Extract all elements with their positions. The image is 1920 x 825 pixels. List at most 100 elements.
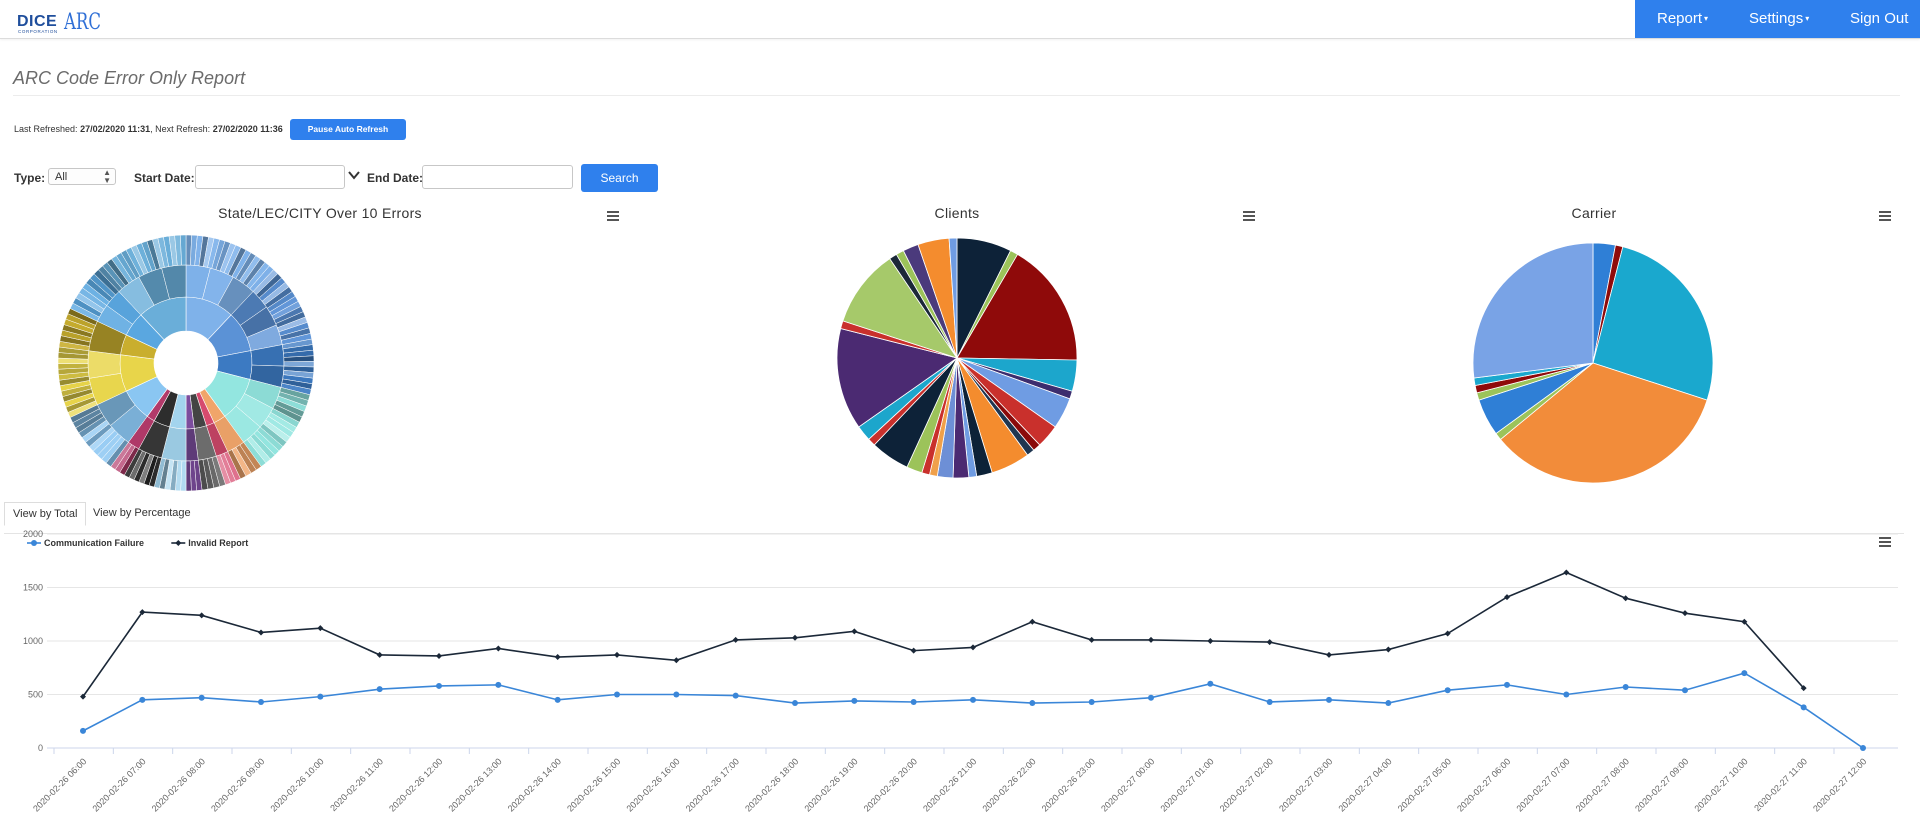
- data-point[interactable]: [851, 628, 858, 635]
- data-point[interactable]: [1800, 704, 1807, 711]
- data-point[interactable]: [554, 654, 561, 661]
- data-point[interactable]: [198, 694, 205, 701]
- data-point[interactable]: [614, 651, 620, 658]
- tab-view-by-percentage[interactable]: View by Percentage: [93, 507, 191, 519]
- chart-menu-icon[interactable]: [1879, 537, 1891, 547]
- start-date-input[interactable]: [195, 165, 345, 189]
- nav-settings-menu[interactable]: Settings ▾: [1749, 0, 1809, 38]
- pie-slice[interactable]: [836, 328, 958, 428]
- chevron-down-icon[interactable]: [348, 167, 360, 183]
- data-point[interactable]: [614, 691, 620, 698]
- data-point[interactable]: [910, 698, 917, 705]
- data-point[interactable]: [376, 651, 383, 658]
- data-point[interactable]: [910, 647, 917, 654]
- data-point[interactable]: [436, 652, 442, 659]
- data-point[interactable]: [1148, 694, 1154, 701]
- x-tick-label: 2020-02-27 04:00: [1336, 756, 1393, 813]
- refresh-status: Last Refreshed: 27/02/2020 11:31, Next R…: [14, 124, 283, 134]
- data-point[interactable]: [139, 609, 146, 616]
- data-point[interactable]: [1444, 687, 1451, 694]
- y-tick-label: 1000: [23, 636, 43, 646]
- data-point[interactable]: [1029, 618, 1036, 625]
- data-point[interactable]: [1088, 698, 1095, 705]
- data-point[interactable]: [792, 700, 798, 707]
- pie-slice[interactable]: [842, 258, 958, 359]
- data-point[interactable]: [792, 634, 798, 641]
- nav-report-menu[interactable]: Report ▾: [1657, 0, 1708, 38]
- data-point[interactable]: [1207, 638, 1214, 644]
- data-point[interactable]: [1741, 618, 1748, 625]
- data-point[interactable]: [1266, 698, 1273, 705]
- data-point[interactable]: [1444, 630, 1451, 637]
- data-point[interactable]: [80, 727, 86, 734]
- next-refresh-value: 27/02/2020 11:36: [212, 124, 283, 134]
- data-point[interactable]: [970, 696, 976, 703]
- nav-sign-out[interactable]: Sign Out: [1850, 0, 1908, 38]
- data-point[interactable]: [1326, 696, 1332, 703]
- x-tick-label: 2020-02-26 16:00: [624, 756, 681, 813]
- data-point[interactable]: [970, 644, 976, 651]
- data-point[interactable]: [80, 693, 86, 700]
- data-point[interactable]: [1088, 636, 1095, 643]
- data-point[interactable]: [1563, 691, 1570, 698]
- data-point[interactable]: [1504, 681, 1510, 688]
- pie-slice[interactable]: [948, 237, 958, 359]
- data-point[interactable]: [1385, 700, 1392, 707]
- data-point[interactable]: [317, 625, 324, 632]
- data-point[interactable]: [258, 629, 264, 636]
- chart-menu-icon[interactable]: [1879, 211, 1891, 221]
- data-point[interactable]: [1800, 685, 1807, 692]
- x-tick-label: 2020-02-27 10:00: [1692, 756, 1749, 813]
- page-title: ARC Code Error Only Report: [13, 68, 246, 88]
- data-point[interactable]: [376, 686, 383, 693]
- data-point[interactable]: [1682, 610, 1688, 617]
- data-point[interactable]: [732, 636, 739, 643]
- pie-slice[interactable]: [956, 253, 1078, 361]
- carrier-pie-chart: [1472, 242, 1714, 484]
- data-point[interactable]: [1029, 700, 1036, 707]
- pie-slice[interactable]: [1499, 362, 1708, 484]
- pie-slice[interactable]: [1592, 246, 1714, 401]
- type-select[interactable]: All ▲ ▼: [48, 168, 116, 185]
- data-point[interactable]: [1504, 594, 1510, 601]
- caret-down-icon: ▾: [1704, 14, 1709, 24]
- data-point[interactable]: [673, 691, 680, 698]
- data-point[interactable]: [258, 698, 264, 705]
- data-point[interactable]: [1563, 569, 1570, 576]
- x-tick-label: 2020-02-26 13:00: [446, 756, 503, 813]
- search-button[interactable]: Search: [581, 164, 658, 192]
- pause-auto-refresh-button[interactable]: Pause Auto Refresh: [290, 119, 406, 140]
- sunburst-segment[interactable]: [180, 234, 187, 266]
- chart-menu-icon[interactable]: [1243, 211, 1255, 221]
- tab-view-by-total[interactable]: View by Total: [4, 502, 87, 526]
- data-point[interactable]: [732, 692, 739, 699]
- data-point[interactable]: [851, 697, 858, 704]
- data-point[interactable]: [198, 612, 205, 619]
- data-point[interactable]: [1622, 684, 1629, 691]
- data-point[interactable]: [1148, 636, 1154, 643]
- x-tick-label: 2020-02-27 00:00: [1099, 756, 1156, 813]
- data-point[interactable]: [139, 696, 146, 703]
- legend-label[interactable]: Communication Failure: [44, 538, 144, 548]
- data-point[interactable]: [436, 682, 442, 689]
- data-point[interactable]: [1860, 745, 1866, 751]
- end-date-input[interactable]: [422, 165, 573, 189]
- data-point[interactable]: [495, 645, 502, 652]
- pie-slice[interactable]: [1472, 242, 1594, 379]
- data-point[interactable]: [1622, 595, 1629, 602]
- data-point[interactable]: [673, 657, 680, 664]
- data-point[interactable]: [1207, 680, 1214, 687]
- data-point[interactable]: [1682, 687, 1688, 694]
- data-point[interactable]: [1385, 646, 1392, 653]
- data-point[interactable]: [1741, 670, 1748, 677]
- data-point[interactable]: [554, 696, 561, 703]
- chart-menu-icon[interactable]: [607, 211, 619, 221]
- data-point[interactable]: [317, 693, 324, 700]
- sunburst-segment[interactable]: [87, 350, 122, 379]
- legend-label[interactable]: Invalid Report: [188, 538, 248, 548]
- data-point[interactable]: [1266, 639, 1273, 646]
- data-point[interactable]: [495, 681, 502, 688]
- brand-name: DICE: [17, 13, 58, 30]
- x-tick-label: 2020-02-26 23:00: [1040, 756, 1097, 813]
- data-point[interactable]: [1326, 651, 1332, 658]
